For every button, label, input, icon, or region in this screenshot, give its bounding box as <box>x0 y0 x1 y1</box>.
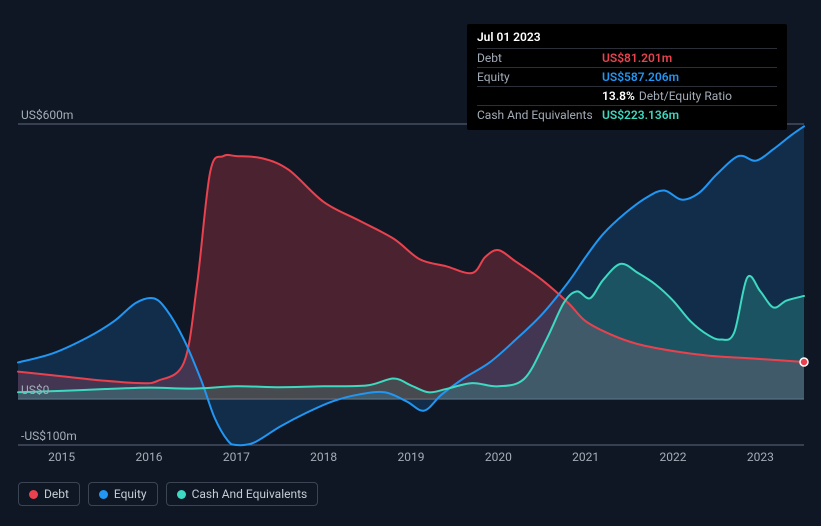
y-tick-label: US$600m <box>21 108 73 122</box>
legend-item-label: Equity <box>114 487 147 501</box>
x-tick-label: 2023 <box>747 450 774 464</box>
tooltip-ratio-pct: 13.8% <box>602 89 635 103</box>
tooltip-row-label: Cash And Equivalents <box>477 108 602 122</box>
x-tick-label: 2020 <box>485 450 512 464</box>
tooltip-row-value: US$223.136m <box>602 108 679 122</box>
legend-item-cash[interactable]: Cash And Equivalents <box>166 482 319 506</box>
tooltip-row: 13.8% Debt/Equity Ratio <box>477 86 777 105</box>
tooltip-row-label <box>477 89 602 103</box>
tooltip-row-label: Equity <box>477 70 602 84</box>
x-tick-label: 2016 <box>136 450 163 464</box>
x-tick-label: 2015 <box>48 450 75 464</box>
financial-chart: US$600m US$0 -US$100m 2015 2016 2017 2018 2019… <box>0 0 821 526</box>
tooltip-row-label: Debt <box>477 51 602 65</box>
tooltip-ratio-label: Debt/Equity Ratio <box>639 89 732 103</box>
chart-legend: Debt Equity Cash And Equivalents <box>18 482 318 506</box>
tooltip-row-value: US$81.201m <box>602 51 672 65</box>
x-tick-label: 2021 <box>572 450 599 464</box>
chart-tooltip: Jul 01 2023 DebtUS$81.201mEquityUS$587.2… <box>467 24 787 130</box>
legend-item-label: Cash And Equivalents <box>192 487 308 501</box>
legend-swatch-icon <box>99 490 108 499</box>
tooltip-row: Cash And EquivalentsUS$223.136m <box>477 105 777 124</box>
x-tick-label: 2019 <box>398 450 425 464</box>
legend-swatch-icon <box>177 490 186 499</box>
legend-item-equity[interactable]: Equity <box>88 482 158 506</box>
y-tick-label: US$0 <box>21 383 49 397</box>
tooltip-row-value: US$587.206m <box>602 70 679 84</box>
x-tick-label: 2018 <box>310 450 337 464</box>
x-tick-label: 2017 <box>223 450 250 464</box>
tooltip-ratio: 13.8% Debt/Equity Ratio <box>602 89 732 103</box>
tooltip-date: Jul 01 2023 <box>477 30 777 48</box>
y-tick-label: -US$100m <box>21 429 77 443</box>
tooltip-row: DebtUS$81.201m <box>477 48 777 67</box>
legend-item-debt[interactable]: Debt <box>18 482 80 506</box>
tooltip-row: EquityUS$587.206m <box>477 67 777 86</box>
legend-swatch-icon <box>29 490 38 499</box>
legend-item-label: Debt <box>44 487 69 501</box>
x-tick-label: 2022 <box>660 450 687 464</box>
highlight-marker <box>800 358 808 366</box>
